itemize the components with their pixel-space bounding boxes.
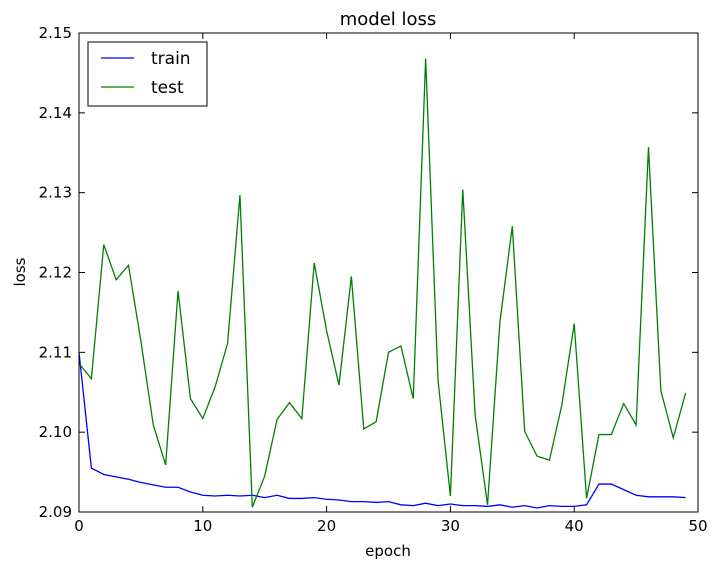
series-line-train (78, 352, 686, 509)
legend: train test (87, 41, 208, 107)
x-tick-label: 30 (441, 517, 460, 535)
y-tick-label: 2.12 (39, 264, 72, 282)
x-axis-label: epoch (365, 542, 411, 560)
y-axis-label: loss (11, 257, 29, 286)
x-tick-label: 50 (688, 517, 707, 535)
y-tick-label: 2.10 (39, 423, 72, 441)
y-tick-label: 2.15 (39, 24, 72, 42)
x-tick-label: 0 (74, 517, 84, 535)
x-tick-label: 40 (565, 517, 584, 535)
series-layer (78, 58, 687, 509)
y-tick-label: 2.09 (39, 503, 72, 521)
legend-label-test: test (151, 78, 184, 98)
x-tick-label: 10 (193, 517, 212, 535)
series-line-test (78, 58, 687, 508)
legend-label-train: train (151, 49, 191, 69)
y-tick-label: 2.13 (39, 184, 72, 202)
y-tick-label: 2.11 (39, 343, 72, 361)
legend-box (87, 41, 208, 107)
chart-title: model loss (340, 9, 437, 30)
x-tick-label: 20 (317, 517, 336, 535)
y-tick-label: 2.14 (39, 104, 72, 122)
ticks-layer: 0 10 20 30 40 50 2.09 2.10 2.11 2.12 2.13 2.14 2.15 (39, 24, 708, 535)
